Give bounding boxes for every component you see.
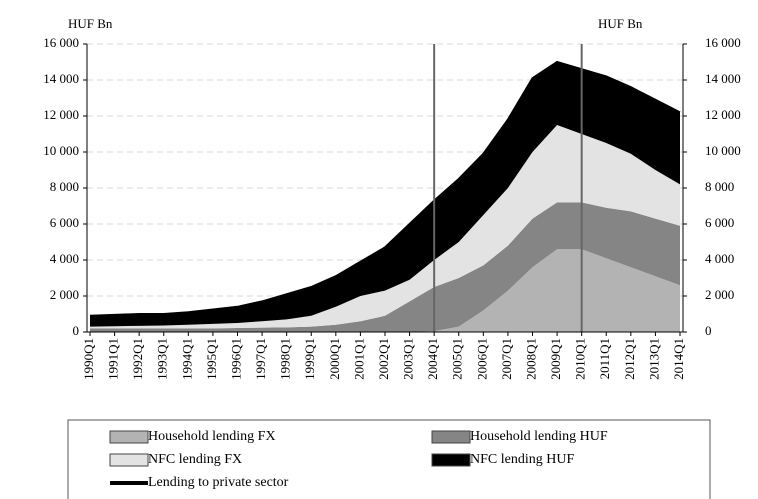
legend-label: NFC lending FX: [148, 452, 242, 467]
x-tick-label: 1999Q1: [302, 338, 317, 380]
y-tick-label: 2 000: [50, 287, 79, 302]
x-tick-label: 2002Q1: [376, 338, 391, 380]
legend-swatch: [431, 453, 471, 467]
y2-tick-label: 4 000: [705, 251, 734, 266]
x-tick-label: 2014Q1: [671, 338, 686, 380]
area: [90, 249, 680, 332]
right-unit: HUF Bn: [598, 16, 643, 31]
y-tick-label: 0: [73, 323, 80, 338]
x-tick-label: 1998Q1: [278, 338, 293, 380]
x-tick-label: 2007Q1: [499, 338, 514, 380]
y2-tick-label: 16 000: [705, 35, 741, 50]
y2-tick-label: 2 000: [705, 287, 734, 302]
x-tick-label: 2013Q1: [646, 338, 661, 380]
legend-swatch: [431, 430, 471, 444]
x-tick-label: 2003Q1: [401, 338, 416, 380]
y-tick-label: 8 000: [50, 179, 79, 194]
legend-label: NFC lending HUF: [470, 452, 574, 467]
legend-label: Household lending HUF: [470, 429, 608, 444]
x-tick-label: 1994Q1: [179, 338, 194, 380]
left-unit: HUF Bn: [68, 16, 113, 31]
area: [90, 125, 680, 329]
y-tick-label: 12 000: [43, 107, 79, 122]
y-tick-label: 4 000: [50, 251, 79, 266]
y-tick-label: 10 000: [43, 143, 79, 158]
legend-swatch: [109, 453, 149, 467]
area: [90, 202, 680, 332]
x-tick-label: 2000Q1: [327, 338, 342, 380]
x-tick-label: 1996Q1: [228, 338, 243, 380]
x-tick-label: 2012Q1: [622, 338, 637, 380]
legend-swatch: [110, 481, 148, 485]
x-tick-label: 2004Q1: [425, 338, 440, 380]
x-tick-label: 2005Q1: [450, 338, 465, 380]
x-tick-label: 2006Q1: [474, 338, 489, 380]
y-tick-label: 14 000: [43, 71, 79, 86]
x-tick-label: 1990Q1: [81, 338, 96, 380]
legend-label: Lending to private sector: [148, 475, 289, 490]
y2-tick-label: 8 000: [705, 179, 734, 194]
x-tick-label: 1992Q1: [130, 338, 145, 380]
y2-tick-label: 6 000: [705, 215, 734, 230]
y2-tick-label: 0: [705, 323, 712, 338]
x-tick-label: 1993Q1: [155, 338, 170, 380]
y-tick-label: 6 000: [50, 215, 79, 230]
legend-box: [67, 419, 711, 499]
x-tick-label: 2010Q1: [573, 338, 588, 380]
y-tick-label: 16 000: [43, 35, 79, 50]
legend-swatch: [109, 430, 149, 444]
y2-tick-label: 10 000: [705, 143, 741, 158]
x-tick-label: 2009Q1: [548, 338, 563, 380]
x-tick-label: 1991Q1: [106, 338, 121, 380]
x-tick-label: 1997Q1: [253, 338, 268, 380]
y2-tick-label: 12 000: [705, 107, 741, 122]
x-tick-label: 1995Q1: [204, 338, 219, 380]
x-tick-label: 2001Q1: [351, 338, 366, 380]
x-tick-label: 2008Q1: [523, 338, 538, 380]
area: [90, 62, 680, 327]
x-tick-label: 2011Q1: [597, 338, 612, 379]
y2-tick-label: 14 000: [705, 71, 741, 86]
legend-label: Household lending FX: [148, 429, 276, 444]
